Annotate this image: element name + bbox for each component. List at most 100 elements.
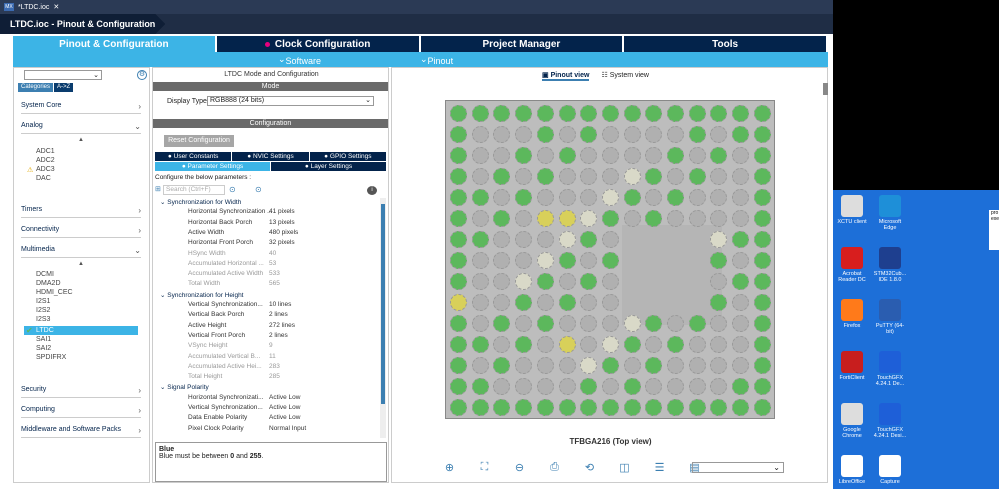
chip-pin[interactable]	[645, 315, 663, 332]
chip-pin[interactable]	[667, 315, 684, 332]
group-multimedia[interactable]: Multimedia ⌄	[21, 246, 141, 258]
chip-pin[interactable]	[493, 315, 511, 332]
chip-pin[interactable]	[515, 378, 533, 395]
chip-pin[interactable]	[580, 378, 598, 395]
group-security[interactable]: Security ›	[21, 386, 141, 398]
chip-pin[interactable]	[667, 189, 684, 206]
chip-pin[interactable]	[753, 315, 771, 332]
tab-categories[interactable]: Categories	[18, 83, 54, 92]
chip-pin[interactable]	[580, 273, 598, 290]
search-prev-icon[interactable]: ⊙	[229, 185, 236, 194]
grid-icon[interactable]: ☰	[654, 462, 665, 474]
chip-pin[interactable]	[601, 315, 619, 332]
chip-pin[interactable]	[601, 273, 619, 290]
reset-configuration-button[interactable]: Reset Configuration	[164, 135, 234, 147]
chip-pin[interactable]	[558, 210, 576, 227]
list-item[interactable]: DCMI	[36, 271, 54, 278]
chip-pin[interactable]	[601, 231, 619, 248]
chip-pin[interactable]	[667, 357, 684, 374]
chip-pin[interactable]	[493, 336, 511, 353]
chip-pin[interactable]	[471, 189, 489, 206]
chip-pin[interactable]	[450, 189, 467, 206]
chip-pin[interactable]	[536, 189, 554, 206]
chip-pin[interactable]	[732, 399, 750, 416]
parameter-value[interactable]: Normal Input	[269, 424, 307, 432]
chip-pin[interactable]	[710, 252, 728, 269]
file-tab-title[interactable]: *LTDC.ioc	[18, 3, 50, 11]
chip-pin[interactable]	[558, 273, 576, 290]
chip-pin[interactable]	[580, 252, 598, 269]
chip-pin[interactable]	[732, 315, 750, 332]
chip-pin[interactable]	[558, 294, 576, 311]
chip-pin[interactable]	[645, 336, 663, 353]
chip-pin[interactable]	[601, 378, 619, 395]
chip-pin[interactable]	[515, 189, 533, 206]
chip-pin[interactable]	[493, 357, 511, 374]
chip-pin[interactable]	[536, 231, 554, 248]
chip-pin[interactable]	[536, 252, 554, 269]
chip-pin[interactable]	[558, 252, 576, 269]
chip-pin[interactable]	[471, 357, 489, 374]
chip-pin[interactable]	[601, 336, 619, 353]
chip-pin[interactable]	[645, 399, 663, 416]
chip-pin[interactable]	[623, 357, 641, 374]
chip-pin[interactable]	[601, 294, 619, 311]
chip-pin[interactable]	[536, 378, 554, 395]
chip-pin[interactable]	[753, 147, 771, 164]
desktop-icon[interactable]: Google Chrome	[835, 403, 869, 439]
chip-pin[interactable]	[667, 399, 684, 416]
chip-pin[interactable]	[710, 273, 728, 290]
chip-pin[interactable]	[471, 294, 489, 311]
chip-pin[interactable]	[493, 273, 511, 290]
list-item[interactable]: ADC2	[36, 157, 55, 164]
chip-pin[interactable]	[732, 294, 750, 311]
chip-pin[interactable]	[601, 399, 619, 416]
chip-pin[interactable]	[450, 315, 467, 332]
chip-pin[interactable]	[667, 168, 684, 185]
tab-project-manager[interactable]: Project Manager	[420, 36, 625, 52]
chip-pin[interactable]	[536, 210, 554, 227]
parameter-value[interactable]: 2 lines	[269, 331, 288, 339]
list-item[interactable]: SAI2	[36, 345, 52, 352]
chip-pin[interactable]	[493, 147, 511, 164]
chip-pin[interactable]	[623, 126, 641, 143]
chip-pin[interactable]	[471, 378, 489, 395]
search-next-icon[interactable]: ⊙	[255, 185, 262, 194]
chip-pin[interactable]	[471, 252, 489, 269]
chip-pin[interactable]	[580, 231, 598, 248]
chip-pin[interactable]	[493, 399, 511, 416]
chip-pin[interactable]	[515, 168, 533, 185]
chip-pin[interactable]	[515, 357, 533, 374]
chip-pin[interactable]	[710, 126, 728, 143]
chip-pin[interactable]	[558, 378, 576, 395]
chip-pin[interactable]	[450, 378, 467, 395]
chip-pin[interactable]	[732, 210, 750, 227]
chip-pin[interactable]	[623, 399, 641, 416]
chip-pin[interactable]	[688, 357, 706, 374]
chip-pin[interactable]	[493, 105, 511, 122]
chip-pin[interactable]	[580, 399, 598, 416]
chip-pin[interactable]	[471, 315, 489, 332]
parameter-search-input[interactable]: Search (Ctrl+F)	[163, 185, 225, 195]
chip-pin[interactable]	[580, 126, 598, 143]
group-analog[interactable]: Analog ⌄	[21, 122, 141, 134]
chip-pin[interactable]	[471, 126, 489, 143]
tab-parameter-settings[interactable]: ● Parameter Settings	[155, 162, 271, 171]
chip-pin[interactable]	[601, 147, 619, 164]
chip-pin[interactable]	[601, 168, 619, 185]
chip-pin[interactable]	[471, 168, 489, 185]
flip-icon[interactable]: ◫	[619, 462, 630, 474]
chip-pin[interactable]	[732, 336, 750, 353]
chip-pin[interactable]	[623, 210, 641, 227]
tab-system-view[interactable]: ☷ System view	[601, 72, 649, 79]
group-timers[interactable]: Timers ›	[21, 206, 141, 218]
chip-pin[interactable]	[623, 336, 641, 353]
fit-icon[interactable]: ⛶	[480, 461, 489, 473]
desktop-icon[interactable]: Capture	[873, 455, 907, 485]
chip-pin[interactable]	[493, 252, 511, 269]
chip-pin[interactable]	[645, 357, 663, 374]
chip-pin[interactable]	[580, 294, 598, 311]
layout-icon[interactable]: ▤	[689, 462, 700, 474]
chip-pin[interactable]	[471, 210, 489, 227]
chip-pin[interactable]	[536, 294, 554, 311]
